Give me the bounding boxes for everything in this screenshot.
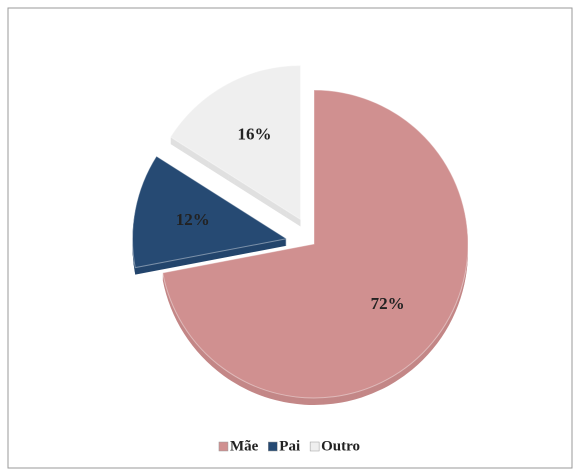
slice (162, 89, 469, 399)
legend-swatch (218, 441, 229, 452)
legend: Mãe Pai Outro (218, 438, 360, 454)
data-label: 12% (176, 210, 210, 229)
slice (131, 155, 288, 269)
data-label: 72% (371, 294, 405, 313)
legend-label: Outro (321, 438, 360, 454)
slice (169, 64, 302, 221)
legend-label: Mãe (230, 438, 259, 454)
pie: 72% 12% 16% (131, 64, 469, 405)
data-label: 16% (238, 125, 272, 144)
legend-swatch (309, 441, 320, 452)
legend-label: Pai (279, 438, 300, 454)
legend-swatch (268, 441, 278, 452)
